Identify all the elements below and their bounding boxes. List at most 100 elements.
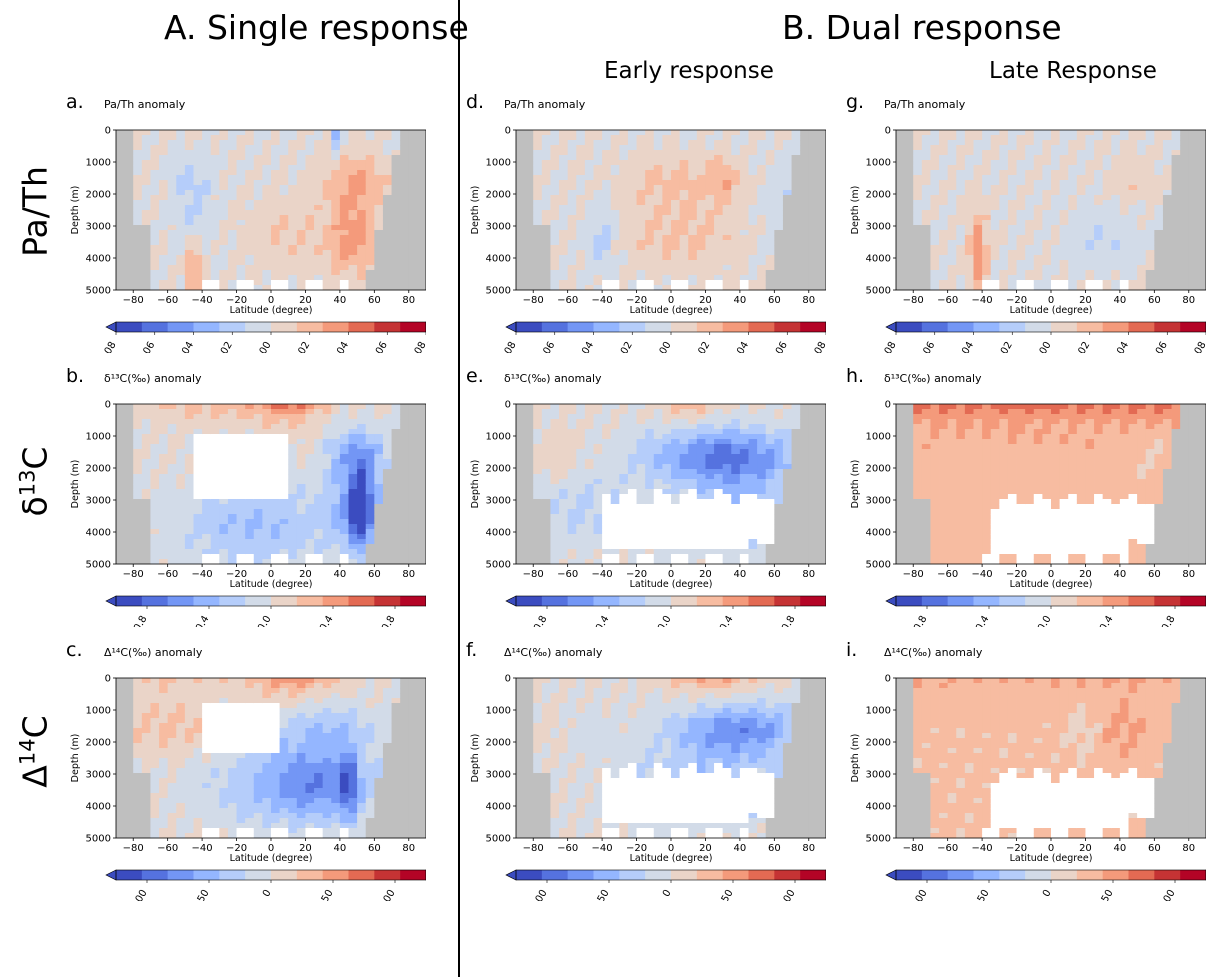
heatmap-cell [357, 768, 367, 774]
heatmap-cell [391, 180, 401, 186]
heatmap-cell [533, 494, 543, 500]
heatmap-cell [322, 519, 332, 525]
heatmap-cell [271, 753, 281, 759]
heatmap-cell [408, 255, 418, 261]
heatmap-cell [176, 549, 186, 555]
heatmap-cell [124, 778, 134, 784]
heatmap-cell [288, 439, 298, 445]
heatmap-cell [408, 260, 418, 266]
heatmap-cell [245, 175, 255, 181]
heatmap-cell [357, 808, 367, 814]
heatmap-cell [150, 424, 160, 430]
heatmap-cell [400, 713, 410, 719]
heatmap-cell [288, 713, 298, 719]
heatmap-cell [236, 454, 246, 460]
heatmap-cell [116, 813, 126, 819]
heatmap-cell [339, 479, 349, 485]
heatmap-cell [245, 688, 255, 694]
heatmap-cell [210, 768, 220, 774]
heatmap-cell [167, 773, 177, 779]
heatmap-cell [808, 225, 818, 231]
heatmap-cell [253, 474, 263, 480]
heatmap-cell [791, 215, 801, 221]
heatmap-cell [314, 404, 324, 410]
heatmap-cell [374, 419, 384, 425]
heatmap-cell [339, 698, 349, 704]
heatmap-cell [253, 539, 263, 545]
heatmap-cell [357, 155, 367, 161]
heatmap-cell [339, 130, 349, 136]
heatmap-cell [541, 230, 551, 236]
heatmap-cell [245, 748, 255, 754]
heatmap-cell [141, 524, 151, 530]
heatmap-cell [705, 275, 715, 281]
heatmap-cell [722, 245, 732, 251]
heatmap-cell [765, 135, 775, 141]
heatmap-cell [210, 823, 220, 829]
heatmap-cell [357, 798, 367, 804]
heatmap-cell [584, 140, 594, 146]
heatmap-cell [322, 494, 332, 500]
heatmap-cell [662, 160, 672, 166]
heatmap-cell [791, 195, 801, 201]
heatmap-cell [533, 250, 543, 256]
heatmap-cell [636, 210, 646, 216]
heatmap-cell [236, 773, 246, 779]
heatmap-cell [141, 708, 151, 714]
heatmap-cell [357, 185, 367, 191]
heatmap-cell [227, 165, 237, 171]
heatmap-cell [133, 783, 143, 789]
heatmap-cell [150, 185, 160, 191]
heatmap-cell [774, 150, 784, 156]
heatmap-cell [348, 738, 358, 744]
heatmap-cell [696, 280, 706, 286]
heatmap-cell [339, 524, 349, 530]
heatmap-cell [279, 818, 289, 824]
heatmap-cell [391, 768, 401, 774]
heatmap-cell [550, 160, 560, 166]
heatmap-cell [133, 210, 143, 216]
heatmap-cell [408, 718, 418, 724]
heatmap-cell [400, 135, 410, 141]
heatmap-cell [236, 409, 246, 415]
heatmap-cell [765, 130, 775, 136]
heatmap-cell [348, 494, 358, 500]
heatmap-cell [193, 135, 203, 141]
heatmap-cell [357, 250, 367, 256]
heatmap-cell [124, 255, 134, 261]
heatmap-cell [774, 280, 784, 286]
heatmap-cell [408, 549, 418, 555]
heatmap-cell [253, 489, 263, 495]
heatmap-cell [417, 195, 426, 201]
heatmap-cell [176, 763, 186, 769]
heatmap-cell [739, 230, 749, 236]
heatmap-cell [541, 225, 551, 231]
heatmap-cell [124, 165, 134, 171]
heatmap-cell [722, 145, 732, 151]
heatmap-cell [296, 708, 306, 714]
heatmap-cell [184, 280, 194, 286]
heatmap-cell [688, 270, 698, 276]
heatmap-cell [314, 678, 324, 684]
heatmap-cell [417, 788, 426, 794]
heatmap-cell [271, 145, 281, 151]
heatmap-cell [167, 454, 177, 460]
heatmap-cell [696, 130, 706, 136]
heatmap-cell [559, 285, 569, 291]
heatmap-cell [765, 150, 775, 156]
heatmap-cell [150, 469, 160, 475]
heatmap-cell [662, 155, 672, 161]
heatmap-cell [584, 205, 594, 211]
heatmap-cell [524, 534, 534, 540]
heatmap-cell [305, 469, 315, 475]
heatmap-cell [159, 808, 169, 814]
heatmap-cell [245, 788, 255, 794]
heatmap-cell [671, 170, 681, 176]
heatmap-cell [236, 180, 246, 186]
heatmap-cell [116, 554, 126, 560]
heatmap-cell [271, 439, 281, 445]
heatmap-cell [150, 753, 160, 759]
heatmap-cell [559, 170, 569, 176]
heatmap-cell [133, 763, 143, 769]
heatmap-cell [184, 544, 194, 550]
